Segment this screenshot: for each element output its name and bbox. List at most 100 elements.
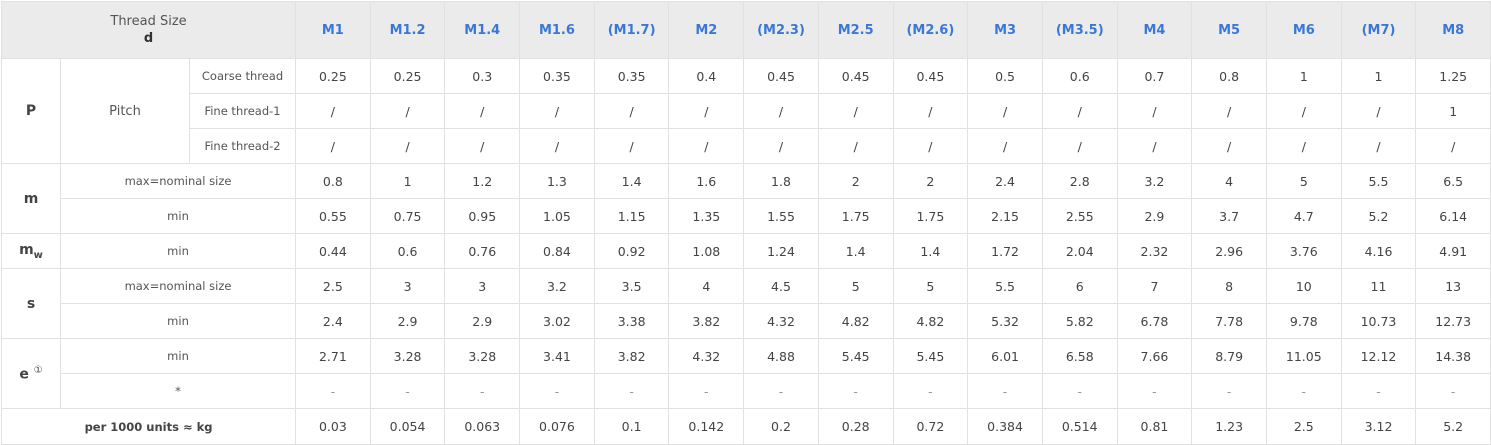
table-cell: 1.3 <box>519 163 595 199</box>
row-label-e-min: min <box>59 338 297 374</box>
table-cell: 2 <box>892 163 969 199</box>
thread-size-column-header: M1 <box>295 1 371 59</box>
table-cell: 11 <box>1340 268 1417 304</box>
table-cell: - <box>817 373 894 409</box>
table-cell: 2.4 <box>295 303 371 339</box>
table-cell: 0.03 <box>295 408 371 445</box>
table-cell: - <box>1116 373 1193 409</box>
table-cell: / <box>668 93 745 129</box>
table-cell: 1 <box>1415 93 1491 129</box>
table-cell: 2.9 <box>1116 198 1193 234</box>
table-cell: 0.72 <box>892 408 969 445</box>
table-cell: 3 <box>369 268 446 304</box>
thread-size-column-header: M1.4 <box>444 1 521 59</box>
table-cell: / <box>668 128 745 164</box>
table-cell: 4 <box>668 268 745 304</box>
table-cell: 5.2 <box>1340 198 1417 234</box>
table-cell: 3.7 <box>1191 198 1267 234</box>
table-cell: 1.08 <box>668 233 745 269</box>
table-cell: 2.4 <box>967 163 1043 199</box>
table-cell: 5.32 <box>967 303 1043 339</box>
table-cell: 6.01 <box>967 338 1043 374</box>
table-cell: 1.4 <box>593 163 670 199</box>
row-label-weight: per 1000 units ≈ kg <box>0 408 297 445</box>
table-cell: 0.76 <box>444 233 521 269</box>
table-cell: 4.32 <box>668 338 745 374</box>
thread-size-column-header: (M2.3) <box>743 1 819 59</box>
table-cell: 4.82 <box>817 303 894 339</box>
table-row-m-min: min 0.55 0.75 0.95 1.05 1.15 1.35 1.55 1.75 1.75… <box>2 198 1491 234</box>
thread-size-column-header: M4 <box>1116 1 1193 59</box>
table-cell: 5.2 <box>1415 408 1491 445</box>
table-cell: - <box>519 373 595 409</box>
table-cell: 1.75 <box>817 198 894 234</box>
table-cell: 2.04 <box>1041 233 1118 269</box>
e-footnote-marker: ① <box>33 364 43 376</box>
table-cell: 3.12 <box>1340 408 1417 445</box>
table-cell: 1.05 <box>519 198 595 234</box>
table-cell: 6 <box>1041 268 1118 304</box>
table-cell: 4.82 <box>892 303 969 339</box>
table-cell: 3 <box>444 268 521 304</box>
mw-symbol-subscript: w <box>33 249 43 261</box>
table-cell: / <box>593 93 670 129</box>
table-cell: 5.82 <box>1041 303 1118 339</box>
table-cell: 9.78 <box>1265 303 1342 339</box>
table-cell: 0.6 <box>1041 58 1118 94</box>
table-cell: 5.5 <box>967 268 1043 304</box>
table-cell: 3.41 <box>519 338 595 374</box>
table-cell: 0.142 <box>668 408 745 445</box>
table-row-mw-min: mw min 0.44 0.6 0.76 0.84 0.92 1.08 1.24 1.4 1.4… <box>1 233 1491 269</box>
table-cell: 0.3 <box>444 58 521 94</box>
table-row-e-star: * ---------------- <box>2 373 1491 409</box>
thread-size-column-header: (M2.6) <box>892 1 969 59</box>
table-cell: / <box>967 128 1043 164</box>
table-cell: / <box>1340 93 1417 129</box>
table-cell: 0.84 <box>519 233 595 269</box>
table-cell: 1 <box>1265 58 1342 94</box>
table-cell: - <box>295 373 371 409</box>
table-cell: / <box>295 128 371 164</box>
thread-size-column-header: M2 <box>668 1 745 59</box>
table-cell: 0.8 <box>1191 58 1267 94</box>
table-row-s-min: min 2.4 2.9 2.9 3.02 3.38 3.82 4.32 4.82 4.82 5.3… <box>2 303 1491 339</box>
table-cell: / <box>817 93 894 129</box>
table-cell: 0.6 <box>369 233 446 269</box>
table-cell: 2 <box>817 163 894 199</box>
table-cell: 3.02 <box>519 303 595 339</box>
row-label-coarse-thread: Coarse thread <box>188 58 297 94</box>
table-cell: / <box>295 93 371 129</box>
table-cell: 0.75 <box>369 198 446 234</box>
table-cell: / <box>519 128 595 164</box>
table-cell: 6.14 <box>1415 198 1491 234</box>
table-cell: 0.28 <box>817 408 894 445</box>
table-cell: / <box>369 93 446 129</box>
table-cell: 1.2 <box>444 163 521 199</box>
table-cell: 0.25 <box>295 58 371 94</box>
table-cell: 1.55 <box>743 198 819 234</box>
table-cell: 1.4 <box>817 233 894 269</box>
table-cell: - <box>1340 373 1417 409</box>
table-cell: 5 <box>892 268 969 304</box>
row-symbol-e: e ① <box>1 338 61 409</box>
table-cell: 1.25 <box>1415 58 1491 94</box>
table-cell: 5.45 <box>817 338 894 374</box>
table-cell: - <box>892 373 969 409</box>
table-cell: 1.6 <box>668 163 745 199</box>
table-cell: 1.8 <box>743 163 819 199</box>
table-cell: 2.9 <box>444 303 521 339</box>
table-row-e-min: e ① min 2.71 3.28 3.28 3.41 3.82 4.32 4.88 5.45… <box>1 338 1491 409</box>
table-row-s-max: s max=nominal size 2.5 3 3 3.2 3.5 4 4.5 5 5 5.5 6… <box>1 268 1491 339</box>
table-cell: 2.96 <box>1191 233 1267 269</box>
table-cell: / <box>743 128 819 164</box>
table-cell: 6.58 <box>1041 338 1118 374</box>
table-cell: 2.9 <box>369 303 446 339</box>
table-cell: 1.75 <box>892 198 969 234</box>
table-cell: / <box>1265 93 1342 129</box>
table-cell: - <box>1041 373 1118 409</box>
row-label-m-min: min <box>59 198 297 234</box>
table-cell: 0.45 <box>743 58 819 94</box>
row-label-e-star: * <box>59 373 297 409</box>
table-cell: 4.7 <box>1265 198 1342 234</box>
table-cell: 3.2 <box>519 268 595 304</box>
